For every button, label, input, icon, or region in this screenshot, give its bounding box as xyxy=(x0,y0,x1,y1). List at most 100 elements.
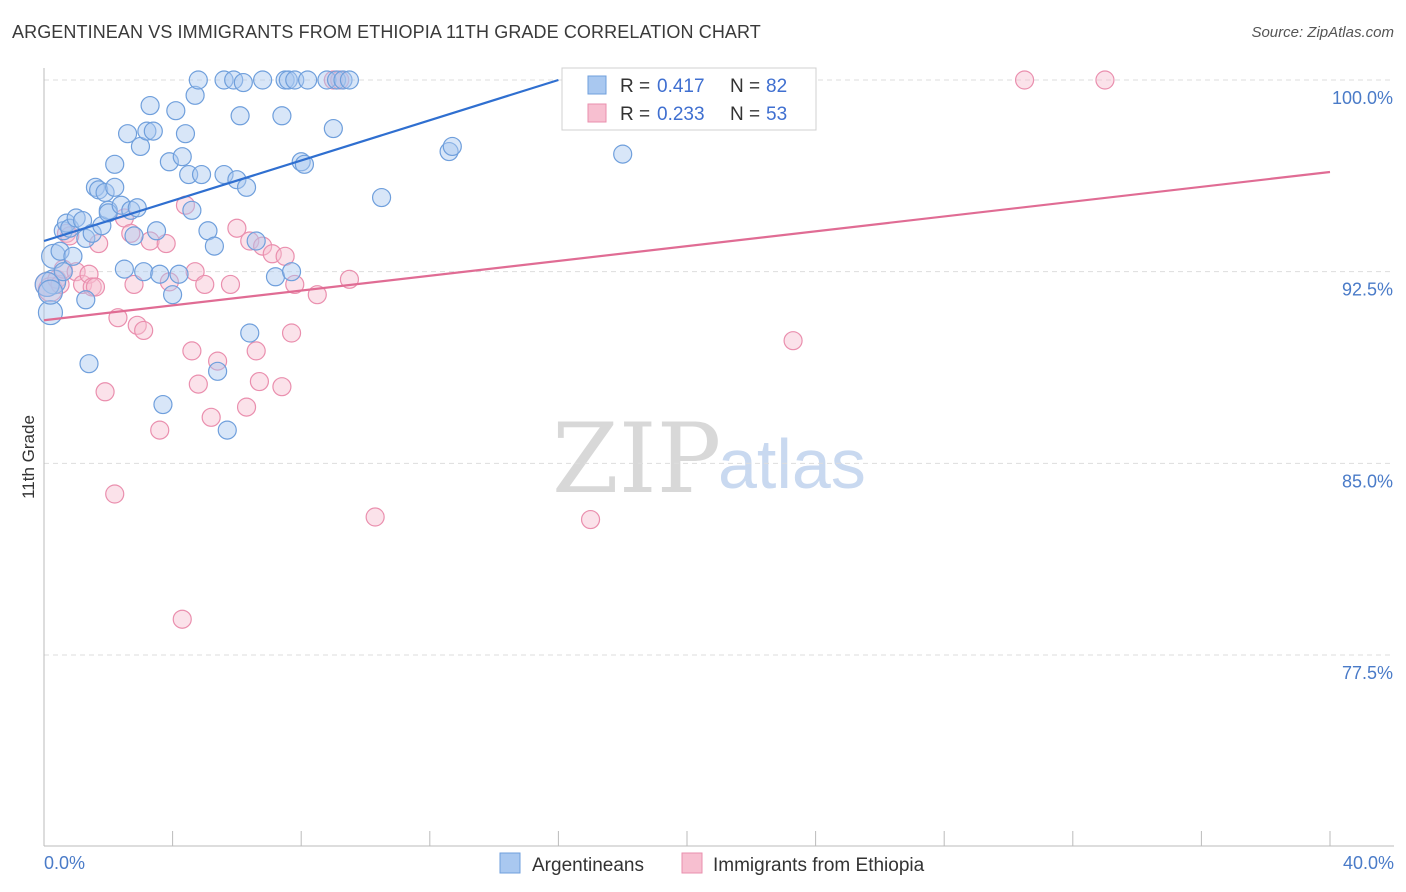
argentineans-point-79 xyxy=(613,144,633,164)
chart-title: ARGENTINEAN VS IMMIGRANTS FROM ETHIOPIA … xyxy=(12,22,761,42)
argentineans-point-14 xyxy=(82,223,102,243)
argentineans-point-76 xyxy=(371,187,392,208)
trend-line-ethiopia xyxy=(43,170,1331,322)
ethiopia-point-51 xyxy=(783,331,803,351)
watermark-atlas: atlas xyxy=(718,425,866,503)
ethiopia-point-19 xyxy=(127,315,147,335)
ethiopia-point-43 xyxy=(281,323,302,343)
bottom-legend-swatch-ethiopia xyxy=(681,852,703,874)
argentineans-point-8 xyxy=(63,246,83,266)
argentineans-point-34 xyxy=(146,221,167,241)
bottom-legend-label-argentineans: Argentineans xyxy=(532,855,644,876)
argentineans-point-59 xyxy=(240,323,260,343)
ethiopia-point-25 xyxy=(172,609,192,629)
argentineans-point-30 xyxy=(134,262,154,282)
argentineans-point-81 xyxy=(37,279,64,305)
y-tick-label-1: 92.5% xyxy=(1342,280,1393,300)
ethiopia-point-14 xyxy=(105,484,125,504)
argentineans-point-75 xyxy=(339,70,360,90)
argentineans-point-31 xyxy=(137,121,157,141)
argentineans-point-53 xyxy=(217,420,237,440)
ethiopia-point-53 xyxy=(1095,70,1115,90)
argentineans-point-62 xyxy=(265,267,286,287)
argentineans-point-42 xyxy=(175,124,196,144)
argentineans-point-50 xyxy=(208,361,228,381)
argentineans-point-25 xyxy=(117,124,138,144)
argentineans-point-65 xyxy=(278,70,298,90)
ethiopia-point-38 xyxy=(249,371,270,392)
legend-swatch-ethiopia xyxy=(587,103,607,123)
argentineans-point-4 xyxy=(53,262,73,282)
y-axis-label: 11th Grade xyxy=(19,415,38,499)
trend-lines xyxy=(43,78,1331,322)
argentineans-point-41 xyxy=(172,147,192,167)
argentineans-point-68 xyxy=(291,152,311,172)
legend-swatch-argentineans xyxy=(587,75,607,95)
series-argentineans-points xyxy=(34,70,633,440)
legend-r-value-1: 0.417 xyxy=(657,76,705,97)
argentineans-point-56 xyxy=(230,106,250,126)
argentineans-point-58 xyxy=(236,177,257,197)
series-ethiopia-points xyxy=(34,70,1115,629)
ethiopia-point-44 xyxy=(285,274,305,295)
trend-line-argentineans xyxy=(43,78,559,243)
ethiopia-point-22 xyxy=(150,420,170,440)
argentineans-point-21 xyxy=(105,154,125,174)
bottom-legend-label-ethiopia: Immigrants from Ethiopia xyxy=(713,855,925,876)
ethiopia-point-33 xyxy=(220,274,241,295)
source-credit: Source: ZipAtlas.com xyxy=(1251,24,1394,41)
argentineans-point-44 xyxy=(182,200,202,220)
argentineans-point-27 xyxy=(124,226,144,246)
legend-n-label-1: N = xyxy=(730,76,760,97)
ethiopia-point-27 xyxy=(182,341,202,361)
ethiopia-point-17 xyxy=(121,223,141,243)
legend-r-label-2: R = xyxy=(620,104,650,125)
ethiopia-point-20 xyxy=(134,320,154,341)
ethiopia-point-41 xyxy=(272,377,292,397)
watermark-zip: ZIP xyxy=(552,403,721,515)
correlation-legend: R = 0.417 N = 82 R = 0.233 N = 53 xyxy=(561,67,817,131)
ethiopia-point-36 xyxy=(240,231,260,251)
argentineans-point-49 xyxy=(204,236,224,256)
x-tick-label-min: 0.0% xyxy=(44,853,85,873)
argentineans-point-6 xyxy=(56,213,77,233)
ethiopia-point-31 xyxy=(201,407,221,427)
y-tick-labels: 100.0% 92.5% 85.0% 77.5% xyxy=(1332,88,1393,683)
legend-r-value-2: 0.233 xyxy=(657,104,705,125)
argentineans-point-24 xyxy=(114,259,134,279)
argentineans-point-32 xyxy=(140,95,160,116)
argentineans-point-3 xyxy=(50,241,70,261)
argentineans-point-40 xyxy=(169,264,189,284)
argentineans-point-11 xyxy=(76,228,96,249)
argentineans-point-63 xyxy=(272,106,292,126)
y-tick-label-3: 77.5% xyxy=(1342,663,1393,683)
argentineans-point-71 xyxy=(317,70,337,90)
argentineans-point-77 xyxy=(439,141,459,162)
argentineans-point-47 xyxy=(191,164,212,185)
ethiopia-point-23 xyxy=(156,233,176,254)
argentineans-point-36 xyxy=(153,394,173,415)
legend-n-label-2: N = xyxy=(730,104,760,125)
legend-n-value-2: 53 xyxy=(766,104,787,125)
x-ticks xyxy=(43,831,1331,846)
argentineans-point-39 xyxy=(166,101,186,121)
argentineans-point-46 xyxy=(188,70,208,90)
argentineans-point-15 xyxy=(85,177,106,197)
argentineans-point-33 xyxy=(143,121,163,141)
argentineans-point-35 xyxy=(150,264,170,284)
ethiopia-point-18 xyxy=(124,274,144,295)
argentineans-point-60 xyxy=(246,231,266,251)
argentineans-point-72 xyxy=(323,118,343,139)
ethiopia-point-11 xyxy=(85,277,106,297)
argentineans-point-74 xyxy=(333,70,353,90)
ethiopia-point-32 xyxy=(208,351,228,371)
ethiopia-point-50 xyxy=(580,509,601,530)
axes xyxy=(43,68,1394,847)
ethiopia-point-24 xyxy=(159,272,179,292)
argentineans-point-45 xyxy=(185,85,205,105)
ethiopia-point-52 xyxy=(1014,70,1035,90)
ethiopia-point-49 xyxy=(365,507,385,527)
ethiopia-point-34 xyxy=(227,218,247,238)
series-legend: Argentineans Immigrants from Ethiopia xyxy=(499,852,925,876)
